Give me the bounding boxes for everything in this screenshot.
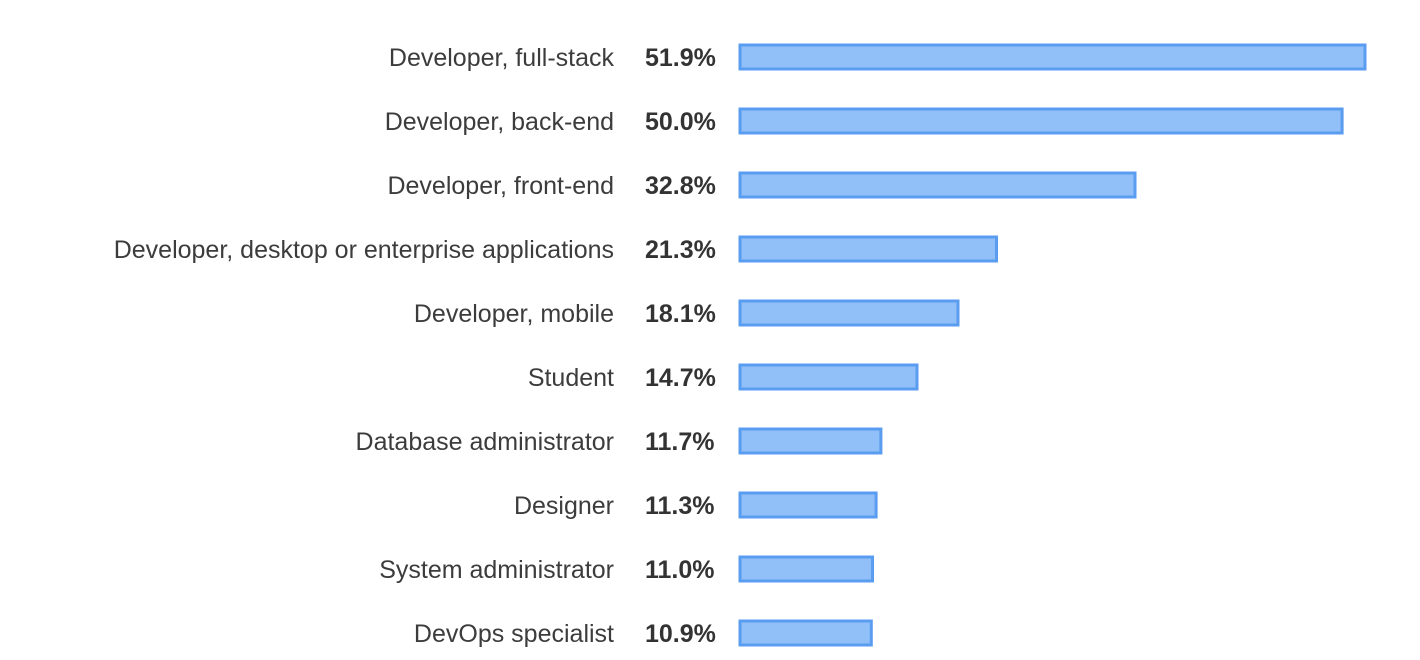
category-label: Developer, full-stack	[389, 44, 615, 72]
category-label: Developer, desktop or enterprise applica…	[114, 236, 614, 264]
value-label: 10.9%	[645, 620, 716, 648]
value-label: 11.3%	[645, 492, 715, 520]
bar	[738, 171, 1137, 199]
category-label: DevOps specialist	[414, 620, 614, 648]
value-label: 11.0%	[645, 556, 715, 584]
bar	[738, 491, 878, 519]
bar	[738, 43, 1367, 71]
value-label: 11.7%	[645, 428, 715, 456]
bar	[738, 363, 919, 391]
category-label: Student	[528, 364, 614, 392]
value-label: 21.3%	[645, 236, 716, 264]
bar	[738, 619, 873, 647]
value-label: 18.1%	[645, 300, 716, 328]
category-label: Developer, back-end	[385, 108, 614, 136]
category-label: Developer, front-end	[387, 172, 614, 200]
value-label: 32.8%	[645, 172, 716, 200]
chart-rows: Developer, full-stack 51.9% Developer, bac…	[114, 43, 1367, 648]
value-label: 51.9%	[645, 44, 716, 72]
category-label: System administrator	[379, 556, 614, 584]
bar	[738, 427, 883, 455]
category-label: Developer, mobile	[414, 300, 614, 328]
category-label: Designer	[514, 492, 614, 520]
value-label: 14.7%	[645, 364, 716, 392]
bar	[738, 235, 998, 263]
category-label: Database administrator	[356, 428, 614, 456]
bar	[738, 299, 960, 327]
bar	[738, 555, 874, 583]
value-label: 50.0%	[645, 108, 716, 136]
bar	[738, 107, 1344, 135]
